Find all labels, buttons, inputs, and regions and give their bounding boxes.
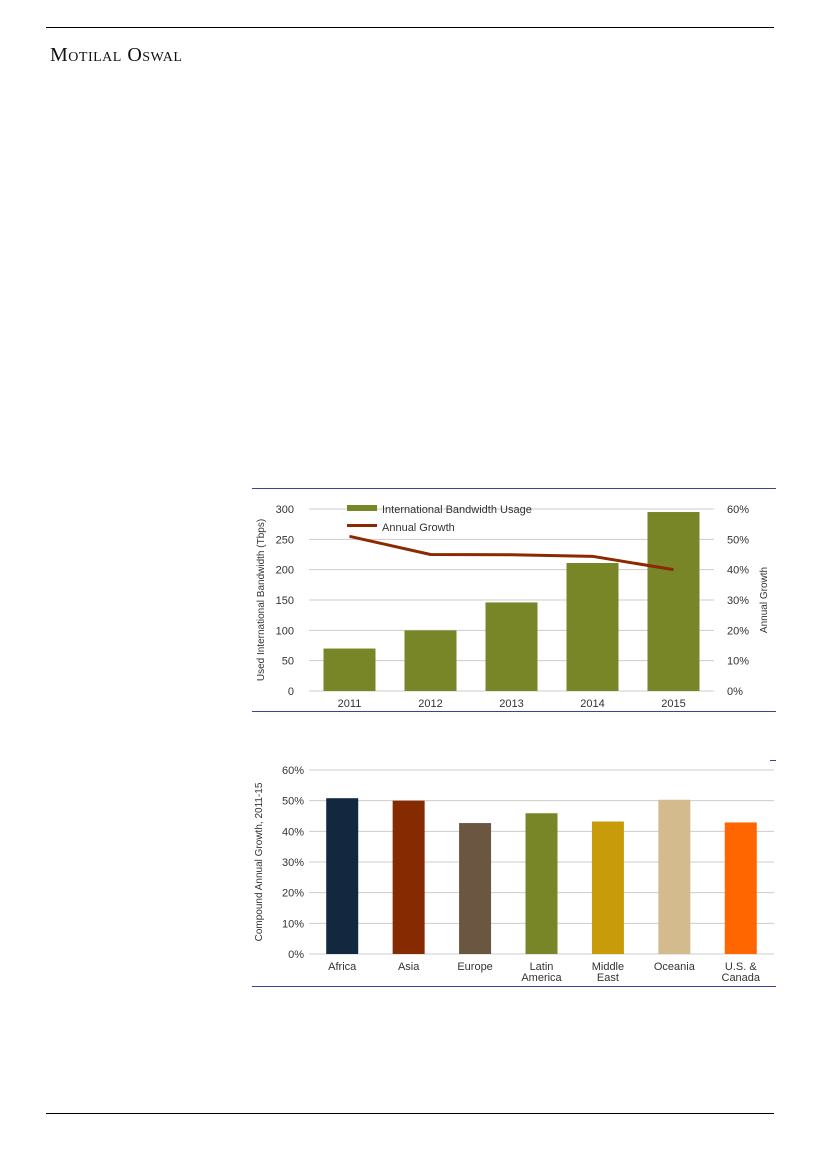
y-tick-label: 100: [276, 625, 294, 637]
bottom-rule: [46, 1113, 774, 1114]
bar-oceania: [658, 799, 691, 954]
bar-europe: [459, 823, 492, 954]
top-rule: [46, 27, 774, 28]
bar-2014: [566, 562, 619, 691]
y2-tick-label: 10%: [727, 656, 749, 668]
annual-growth-line: [349, 534, 674, 572]
y-tick-label: 20%: [282, 888, 304, 900]
brand-logo: Motilal Oswal: [50, 44, 183, 66]
y-tick-label: 200: [276, 565, 294, 577]
x-tick-label: 2012: [418, 698, 442, 710]
y-tick-label: 300: [276, 504, 294, 516]
bar-u-s-canada: [724, 822, 757, 954]
bar-middle-east: [591, 821, 624, 954]
legend-swatch-growth: [347, 524, 377, 527]
bar-2015: [647, 512, 700, 691]
y-tick-label: 0: [288, 686, 294, 698]
y2-tick-label: 0%: [727, 686, 743, 698]
y-tick-label: 0%: [288, 949, 304, 961]
y2-tick-label: 20%: [727, 625, 749, 637]
legend-label-growth: Annual Growth: [382, 522, 455, 534]
x-tick-label: 2014: [580, 698, 604, 710]
y-axis-label: Used International Bandwidth (Tbps): [256, 519, 267, 681]
y-tick-label: 40%: [282, 826, 304, 838]
y-tick-label: 10%: [282, 918, 304, 930]
x-tick-label: Middle East: [592, 961, 624, 984]
y-tick-label: 30%: [282, 857, 304, 869]
y-tick-label: 250: [276, 534, 294, 546]
y2-axis-label: Annual Growth: [759, 567, 770, 633]
y2-tick-label: 50%: [727, 534, 749, 546]
bar-asia: [392, 800, 425, 954]
x-tick-label: Europe: [457, 961, 492, 973]
x-tick-label: Latin America: [521, 961, 562, 984]
y2-tick-label: 60%: [727, 504, 749, 516]
y-axis-label: Compound Annual Growth, 2011-15: [254, 782, 265, 941]
x-tick-label: Africa: [328, 961, 357, 973]
y2-tick-label: 40%: [727, 565, 749, 577]
x-tick-label: Asia: [398, 961, 420, 973]
bandwidth-chart-svg: 0 50 100 150 200 250 300 0% 10% 20% 30% 40% 50% 60% 20…: [256, 504, 770, 710]
bar-africa: [326, 798, 359, 954]
legend-swatch-bandwidth: [347, 505, 377, 511]
y-tick-label: 150: [276, 595, 294, 607]
regional-growth-chart: 0% 10% 20% 30% 40% 50% 60% Africa Asia Europe Lati…: [252, 760, 776, 987]
bandwidth-chart: 0 50 100 150 200 250 300 0% 10% 20% 30% 40% 50% 60% 20…: [252, 488, 776, 712]
y-tick-label: 50%: [282, 796, 304, 808]
bar-2013: [485, 602, 538, 691]
x-tick-label: Oceania: [654, 961, 696, 973]
x-tick-label: 2011: [338, 698, 362, 710]
bar-2011: [323, 648, 376, 691]
regional-growth-chart-svg: 0% 10% 20% 30% 40% 50% 60% Africa Asia Europe Lati…: [254, 765, 774, 984]
x-tick-label: 2015: [661, 698, 685, 710]
y-tick-label: 50: [282, 656, 294, 668]
bar-latin-america: [525, 813, 558, 954]
x-tick-label: U.S. & Canada: [722, 961, 761, 984]
bar-2012: [404, 630, 457, 691]
x-tick-label: 2013: [499, 698, 523, 710]
y-tick-label: 60%: [282, 765, 304, 777]
legend-label-bandwidth: International Bandwidth Usage: [382, 504, 532, 516]
y2-tick-label: 30%: [727, 595, 749, 607]
